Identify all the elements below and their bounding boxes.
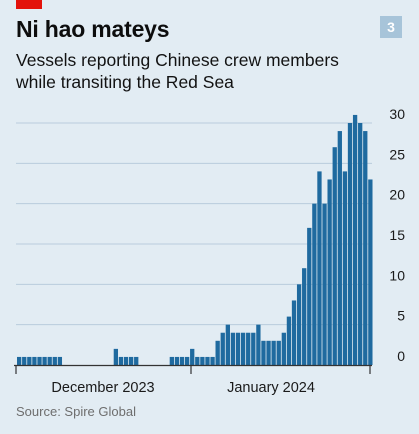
bar <box>286 316 292 365</box>
y-tick-label: 20 <box>389 187 405 203</box>
bar <box>332 147 337 365</box>
chart-title: Ni hao mateys <box>16 16 170 42</box>
bar <box>27 356 32 365</box>
bar <box>134 356 139 365</box>
bar <box>128 356 134 365</box>
bar <box>291 300 297 365</box>
bar <box>37 356 42 365</box>
bar <box>317 171 322 365</box>
bar <box>251 332 256 365</box>
bar <box>195 356 200 365</box>
bar <box>174 356 180 365</box>
bar <box>327 179 332 365</box>
bar <box>123 356 129 365</box>
y-tick-label: 15 <box>389 227 405 243</box>
x-tick-label: January 2024 <box>227 380 315 396</box>
bar <box>276 340 281 365</box>
tick-labels: 0 5 10 15 20 25 30 December 2023 January 2024 <box>51 106 405 396</box>
bar <box>32 356 37 365</box>
bar <box>184 356 190 365</box>
bar <box>225 324 230 365</box>
bar <box>368 179 373 365</box>
bar <box>200 356 205 365</box>
bar <box>358 123 363 365</box>
bar <box>240 332 246 365</box>
bar <box>17 356 22 365</box>
bar <box>118 356 124 365</box>
bar <box>352 114 358 365</box>
bar <box>342 171 348 365</box>
bar <box>363 131 368 365</box>
bar <box>113 348 119 365</box>
brand-red-tag <box>16 0 42 9</box>
bar <box>347 123 353 365</box>
bar <box>22 356 27 365</box>
y-tick-label: 0 <box>397 348 405 364</box>
bar <box>42 356 47 365</box>
bar <box>302 268 307 365</box>
bar <box>281 332 286 365</box>
bar <box>190 348 195 365</box>
bar <box>322 203 327 365</box>
bar <box>210 356 215 365</box>
bar <box>271 340 276 365</box>
bar <box>307 227 312 365</box>
chart-subtitle: Vessels reporting Chinese crew members w… <box>16 50 339 92</box>
bar <box>256 324 261 365</box>
y-tick-label: 25 <box>389 146 405 162</box>
y-tick-label: 5 <box>397 308 405 324</box>
bar <box>47 356 52 365</box>
bar <box>246 332 251 365</box>
bar <box>337 131 342 365</box>
bars <box>17 114 373 365</box>
x-axis <box>14 364 372 374</box>
bar <box>169 356 174 365</box>
bar <box>215 340 220 365</box>
bar <box>57 356 63 365</box>
bar <box>296 284 302 365</box>
bar <box>235 332 241 365</box>
bar <box>312 203 317 365</box>
y-tick-label: 30 <box>389 106 405 122</box>
source-note: Source: Spire Global <box>16 404 136 419</box>
x-tick-label: December 2023 <box>51 380 154 396</box>
bar <box>266 340 271 365</box>
bar <box>220 332 225 365</box>
bar <box>179 356 185 365</box>
y-tick-label: 10 <box>389 267 405 283</box>
bar <box>230 332 236 365</box>
bar <box>52 356 57 365</box>
bar <box>205 356 210 365</box>
bar <box>261 340 266 365</box>
chart-number-badge: 3 <box>380 16 402 38</box>
